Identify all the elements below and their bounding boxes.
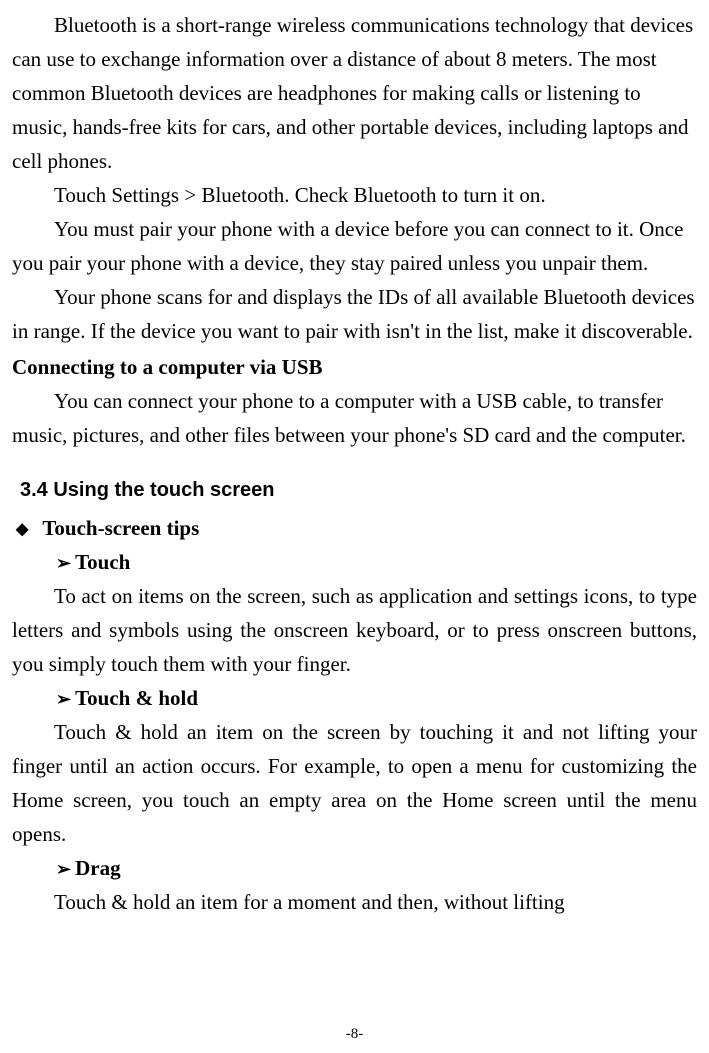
paragraph-touch-body: To act on items on the screen, such as a… [12,579,697,681]
paragraph-hold-body: Touch & hold an item on the screen by to… [12,715,697,851]
drag-heading-label: Drag [75,856,121,880]
paragraph-drag-body: Touch & hold an item for a moment and th… [12,885,697,919]
arrow-bullet-icon: ➢ [56,685,71,714]
diamond-bullet-icon: ◆ [16,517,28,543]
document-body: Bluetooth is a short-range wireless comm… [12,8,697,919]
paragraph-bluetooth-scan: Your phone scans for and displays the ID… [12,280,697,348]
heading-usb: Connecting to a computer via USB [12,350,697,384]
paragraph-usb-body: You can connect your phone to a computer… [12,384,697,452]
drag-heading: ➢Drag [12,851,697,885]
paragraph-bluetooth-intro: Bluetooth is a short-range wireless comm… [12,8,697,178]
paragraph-bluetooth-pair: You must pair your phone with a device b… [12,212,697,280]
tips-heading-label: Touch-screen tips [42,516,199,540]
arrow-bullet-icon: ➢ [56,549,71,578]
hold-heading: ➢Touch & hold [12,681,697,715]
hold-heading-label: Touch & hold [75,686,198,710]
tips-heading: ◆ Touch-screen tips [12,511,697,545]
page-number: -8- [0,1026,709,1043]
touch-heading: ➢Touch [12,545,697,579]
arrow-bullet-icon: ➢ [56,855,71,884]
paragraph-bluetooth-settings: Touch Settings > Bluetooth. Check Blueto… [12,178,697,212]
section-heading-touch-screen: 3.4 Using the touch screen [12,474,697,506]
touch-heading-label: Touch [75,550,130,574]
